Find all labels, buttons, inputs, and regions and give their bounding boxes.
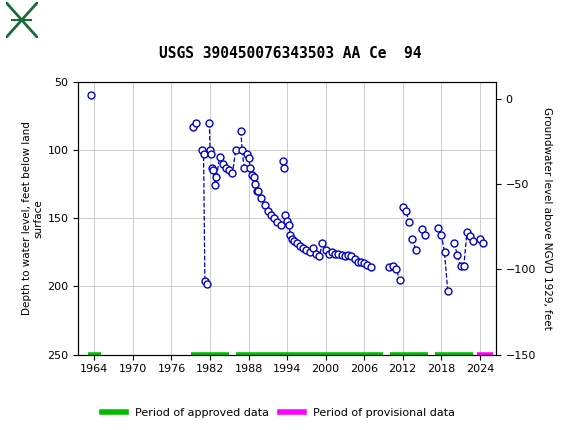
Text: USGS 390450076343503 AA Ce  94: USGS 390450076343503 AA Ce 94: [159, 46, 421, 61]
Text: USGS: USGS: [49, 11, 104, 29]
Y-axis label: Depth to water level, feet below land
surface: Depth to water level, feet below land su…: [21, 121, 44, 315]
Y-axis label: Groundwater level above NGVD 1929, feet: Groundwater level above NGVD 1929, feet: [542, 107, 552, 330]
Legend: Period of approved data, Period of provisional data: Period of approved data, Period of provi…: [97, 403, 460, 422]
